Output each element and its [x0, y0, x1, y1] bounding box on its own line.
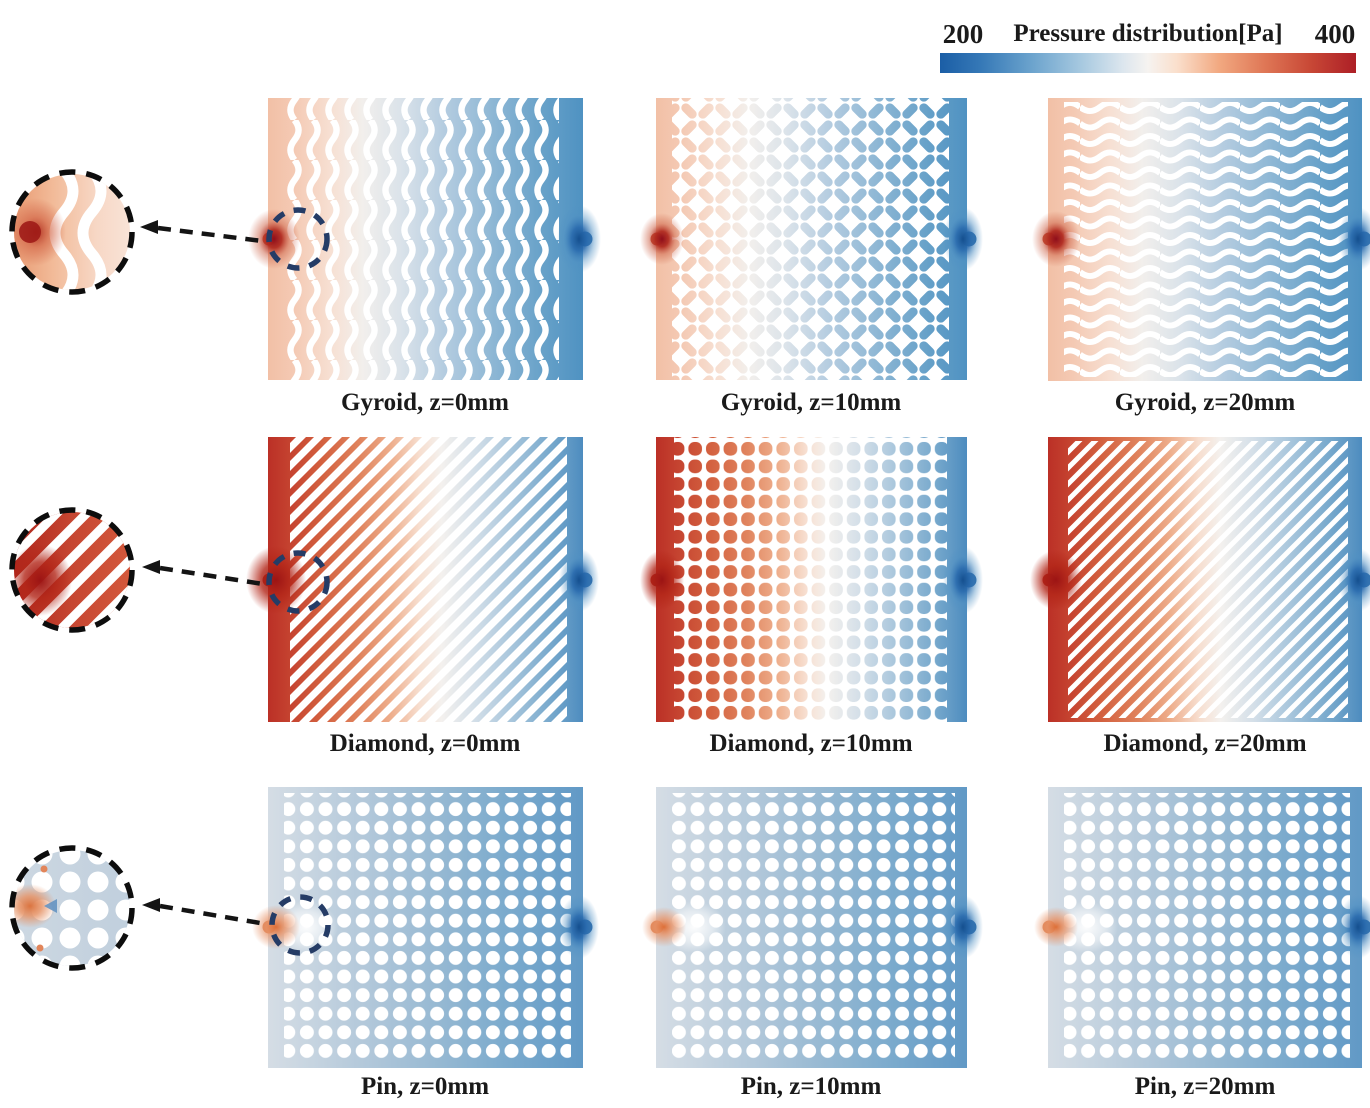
zoom-circle-diamond — [266, 550, 330, 614]
colorbar-min-label: 200 — [942, 19, 984, 49]
zoom-circle-pin — [269, 894, 331, 956]
caption-pin-z20: Pin, z=20mm — [1134, 1073, 1276, 1100]
panel-gyroid-z0 — [248, 98, 601, 380]
colorbar-title: Pressure distribution[Pa] — [1013, 20, 1283, 47]
caption-gyroid-z0: Gyroid, z=0mm — [341, 389, 509, 416]
caption-diamond-z20: Diamond, z=20mm — [1103, 730, 1307, 757]
panel-diamond-z10 — [640, 437, 983, 722]
caption-gyroid-z10: Gyroid, z=10mm — [720, 389, 902, 416]
panel-pin-z20 — [1034, 787, 1370, 1068]
caption-pin-z0: Pin, z=0mm — [360, 1073, 490, 1100]
inset-gyroid — [9, 169, 135, 295]
colorbar-max-label: 400 — [1314, 19, 1356, 49]
panel-pin-z0 — [252, 787, 599, 1068]
panel-gyroid-z10 — [640, 98, 983, 380]
arrow-diamond — [142, 560, 264, 587]
caption-diamond-z0: Diamond, z=0mm — [329, 730, 521, 757]
panel-diamond-z0 — [246, 437, 599, 722]
inset-diamond — [9, 507, 135, 633]
colorbar — [940, 53, 1356, 73]
inset-border-gyroid — [9, 169, 135, 295]
arrow-pin — [142, 898, 267, 927]
panel-pin-z10 — [642, 787, 983, 1068]
caption-pin-z10: Pin, z=10mm — [740, 1073, 882, 1100]
inset-border-pin — [9, 845, 135, 971]
zoom-circle-gyroid — [266, 207, 330, 271]
panel-diamond-z20 — [1030, 437, 1370, 722]
colorbar-gradient — [940, 53, 1356, 73]
inset-pin — [9, 845, 135, 971]
arrow-gyroid — [140, 220, 263, 244]
inset-border-diamond — [9, 507, 135, 633]
panel-gyroid-z20 — [1032, 98, 1370, 381]
caption-gyroid-z20: Gyroid, z=20mm — [1114, 389, 1296, 416]
caption-diamond-z10: Diamond, z=10mm — [709, 730, 913, 757]
